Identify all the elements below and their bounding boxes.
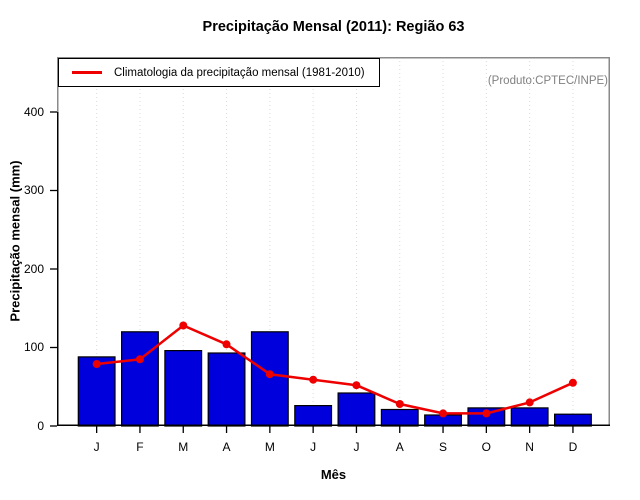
climatology-point-month-5	[265, 370, 274, 379]
y-tick-label: 300	[23, 183, 44, 198]
x-tick-label: A	[395, 440, 404, 454]
chart-title: Precipitação Mensal (2011): Região 63	[202, 19, 465, 35]
watermark-text: (Produto:CPTEC/INPE)	[487, 75, 608, 87]
x-tick-label: D	[568, 440, 578, 454]
bar-month-11	[510, 407, 549, 427]
climatology-point-month-12	[568, 378, 577, 387]
y-tick-label: 100	[23, 340, 44, 355]
climatology-point-month-4	[222, 340, 231, 349]
bar-month-12	[554, 413, 592, 427]
climatology-point-month-2	[135, 355, 144, 364]
plot-area	[50, 57, 610, 433]
climatology-point-month-7	[352, 381, 361, 390]
climatology-point-month-8	[395, 400, 404, 408]
climatology-point-month-11	[525, 398, 534, 407]
bar-month-4	[207, 352, 246, 427]
bar-month-1	[77, 356, 116, 427]
legend-label: Climatologia da precipitação mensal (198…	[114, 66, 365, 79]
climatology-point-month-1	[92, 360, 101, 368]
climatology-point-month-10	[482, 409, 491, 418]
bar-month-3	[164, 350, 203, 427]
x-tick-label: M	[178, 440, 189, 454]
x-tick-label: J	[310, 440, 317, 454]
legend: Climatologia da precipitação mensal (198…	[58, 58, 380, 87]
climatology-line	[96, 324, 574, 415]
plot-box-border	[57, 57, 610, 426]
x-tick-label: F	[136, 440, 144, 454]
climatology-point-month-9	[439, 409, 448, 418]
y-tick-label: 200	[23, 261, 44, 276]
x-tick-label: J	[353, 440, 360, 454]
y-tick-label: 0	[37, 419, 44, 433]
legend-line-swatch	[72, 71, 102, 74]
x-axis-title: Mês	[320, 467, 347, 482]
climatology-point-month-3	[179, 321, 188, 330]
x-tick-label: S	[439, 440, 448, 454]
bar-month-6	[294, 405, 333, 427]
bar-month-8	[380, 408, 419, 427]
x-tick-label: A	[222, 440, 231, 454]
bar-month-5	[250, 331, 289, 427]
bar-month-7	[337, 392, 376, 427]
x-tick-label: O	[481, 440, 492, 454]
x-tick-label: J	[93, 440, 100, 454]
x-tick-label: N	[525, 440, 534, 454]
bar-month-2	[120, 331, 159, 427]
y-tick-label: 400	[23, 104, 44, 119]
x-tick-label: M	[264, 440, 275, 454]
climatology-point-month-6	[309, 375, 318, 384]
